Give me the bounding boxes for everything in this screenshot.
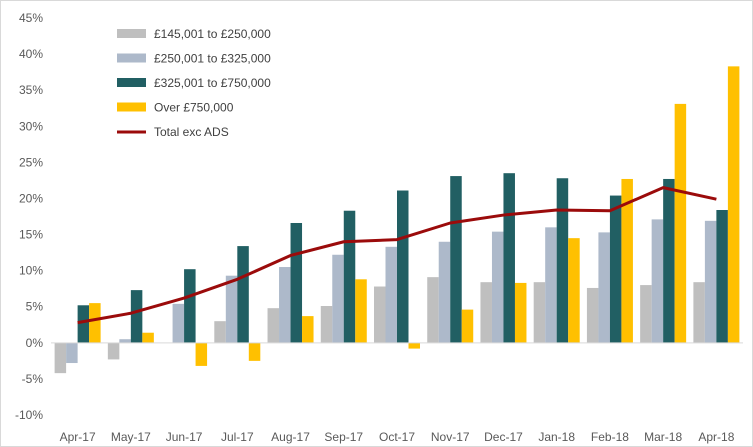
bar [716,210,728,343]
y-tick-label: 5% [26,300,44,314]
bar [491,231,504,343]
bar [142,332,154,343]
legend-label: £145,001 to £250,000 [154,27,271,41]
legend-label: £325,001 to £750,000 [154,76,271,90]
bar [77,305,90,343]
bar [461,309,474,343]
bar [320,306,333,343]
y-tick-label: 40% [19,47,43,61]
y-tick-label: 30% [19,119,43,133]
bar [290,222,303,343]
line-series-group [77,186,717,325]
bar [609,195,622,343]
bar [503,173,515,343]
bar [172,303,185,343]
x-tick-label: Aug-17 [271,430,310,444]
legend-swatch [117,53,146,63]
bar [586,287,599,343]
x-tick-label: Feb-18 [591,430,629,444]
legend-swatch [117,102,146,112]
x-tick-label: Apr-17 [60,430,96,444]
legend-label: £250,001 to £325,000 [154,52,271,66]
bar [248,342,261,361]
bar [54,342,67,374]
bar [674,103,687,343]
bar [427,277,439,343]
x-tick-label: Jun-17 [166,430,203,444]
bar [184,269,196,343]
bar [267,308,280,343]
bar [355,279,367,343]
y-tick-label: -10% [15,408,43,422]
bar [237,246,249,343]
y-tick-label: 25% [19,155,43,169]
bar [663,178,675,343]
y-tick-label: 35% [19,83,43,97]
bar [225,275,238,343]
x-tick-label: Oct-17 [379,430,415,444]
y-tick-label: 10% [19,264,43,278]
total-line [77,186,717,325]
bar [545,227,557,343]
y-tick-label: 0% [26,336,44,350]
bar [66,342,78,364]
bar [693,282,705,343]
bar [195,342,208,366]
bar [107,342,120,360]
bar [385,246,397,343]
x-tick-label: Nov-17 [431,430,470,444]
bar [598,232,610,343]
y-tick-label: 20% [19,191,43,205]
y-tick-label: 15% [19,228,43,242]
bar [279,267,291,343]
y-tick-label: 45% [19,11,43,25]
bar [343,210,356,343]
y-axis: -10% -5% 0% 5% 10% 15% 20% 25% 30% 35% 40% 45% [15,11,43,422]
bar [397,190,409,343]
bar [408,342,420,349]
bar [450,176,462,343]
bar [568,238,580,343]
x-tick-label: Mar-18 [644,430,682,444]
bar [556,178,569,343]
x-tick-label: Jul-17 [221,430,254,444]
bar [119,339,131,343]
bar [89,303,101,343]
bar [727,66,740,343]
bar [480,282,492,343]
x-tick-label: May-17 [111,430,151,444]
legend-label: Total exc ADS [154,125,229,139]
legend: £145,001 to £250,000 £250,001 to £325,000… [117,27,271,139]
y-tick-label: -5% [22,372,44,386]
bar [651,219,664,343]
bar [621,178,633,343]
legend-label: Over £750,000 [154,101,234,115]
legend-swatch [117,29,146,38]
bar [214,321,226,343]
bar [438,241,451,343]
bar [374,286,386,343]
bar [640,285,652,343]
bar [704,220,717,343]
x-tick-label: Jan-18 [538,430,575,444]
bar [332,254,344,343]
x-tick-label: Apr-18 [698,430,734,444]
bar [130,290,143,343]
x-tick-label: Sep-17 [324,430,363,444]
bar [302,316,314,343]
x-axis: Apr-17 May-17 Jun-17 Jul-17 Aug-17 Sep-17 Oct-… [60,430,735,444]
bar [533,282,546,343]
bar [514,282,527,343]
x-tick-label: Dec-17 [484,430,523,444]
legend-swatch [117,78,146,87]
bar-series-group [54,66,740,374]
